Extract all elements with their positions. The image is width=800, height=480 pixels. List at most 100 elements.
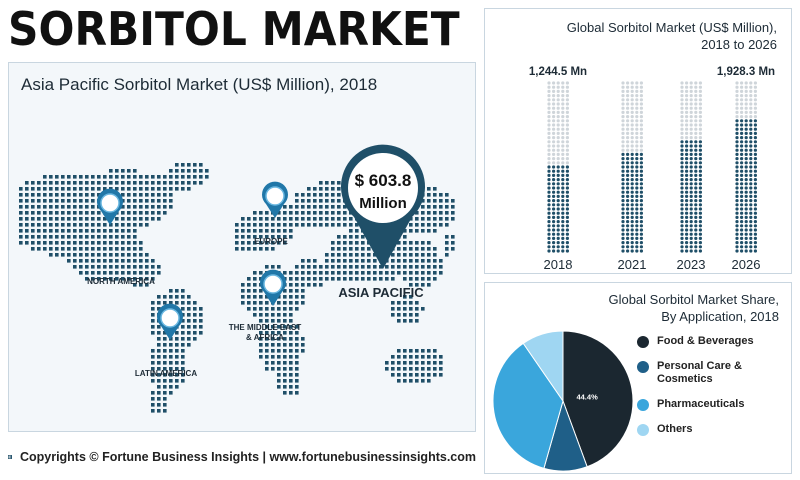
map-dot xyxy=(91,259,95,263)
map-dot xyxy=(115,259,119,263)
map-dot xyxy=(25,223,29,227)
map-dot xyxy=(157,367,161,371)
map-dot xyxy=(247,235,251,239)
map-dot xyxy=(415,373,419,377)
map-dot xyxy=(337,217,341,221)
map-dot xyxy=(175,367,179,371)
map-dot xyxy=(319,265,323,269)
map-dot xyxy=(91,223,95,227)
map-dot xyxy=(433,199,437,203)
map-dot xyxy=(271,361,275,365)
map-dot xyxy=(163,397,167,401)
map-dot xyxy=(253,241,257,245)
map-dot xyxy=(145,199,149,203)
map-dot xyxy=(289,235,293,239)
map-dot xyxy=(43,229,47,233)
map-dot xyxy=(133,193,137,197)
map-dot xyxy=(109,235,113,239)
map-dot xyxy=(415,379,419,383)
map-dot xyxy=(55,241,59,245)
map-dot xyxy=(349,217,353,221)
map-title: Asia Pacific Sorbitol Market (US$ Millio… xyxy=(21,75,378,94)
map-dot xyxy=(31,217,35,221)
map-dot xyxy=(169,187,173,191)
map-dot xyxy=(19,211,23,215)
map-dot xyxy=(427,211,431,215)
map-dot xyxy=(259,229,263,233)
map-dot xyxy=(331,217,335,221)
pie-slice-pharmaceuticals xyxy=(492,342,564,469)
map-dot xyxy=(343,277,347,281)
map-dot xyxy=(139,277,143,281)
map-dot xyxy=(103,223,107,227)
map-dot xyxy=(427,199,431,203)
map-dot xyxy=(121,175,125,179)
map-dot xyxy=(157,373,161,377)
map-dot xyxy=(49,235,53,239)
map-dot xyxy=(397,349,401,353)
map-dot xyxy=(121,205,125,209)
map-dot xyxy=(391,361,395,365)
map-dot xyxy=(79,193,83,197)
map-dot xyxy=(289,337,293,341)
bar-category-label: 2021 xyxy=(618,257,647,272)
map-dot xyxy=(91,175,95,179)
map-dot xyxy=(331,259,335,263)
map-dot xyxy=(283,355,287,359)
map-dot xyxy=(307,283,311,287)
map-dot xyxy=(445,211,449,215)
map-dot xyxy=(139,181,143,185)
map-dot xyxy=(361,277,365,281)
map-dot xyxy=(97,187,101,191)
map-dot xyxy=(115,169,119,173)
map-dot xyxy=(139,283,143,287)
map-dot xyxy=(169,295,173,299)
map-dot xyxy=(175,349,179,353)
legend-swatch xyxy=(637,361,649,373)
map-dot xyxy=(181,373,185,377)
map-dot xyxy=(31,235,35,239)
map-dot xyxy=(121,217,125,221)
map-dot xyxy=(85,175,89,179)
map-dot xyxy=(73,187,77,191)
map-dot xyxy=(271,247,275,251)
map-dot xyxy=(169,199,173,203)
map-dot xyxy=(103,175,107,179)
map-dot xyxy=(283,229,287,233)
legend-swatch xyxy=(637,424,649,436)
map-dot xyxy=(445,193,449,197)
map-dot xyxy=(121,241,125,245)
map-dot xyxy=(127,187,131,191)
map-dot xyxy=(103,229,107,233)
map-dot xyxy=(73,181,77,185)
map-dot xyxy=(127,235,131,239)
map-dot xyxy=(181,367,185,371)
map-dot xyxy=(415,313,419,317)
map-dot xyxy=(385,265,389,269)
map-dot xyxy=(163,403,167,407)
map-dot xyxy=(199,307,203,311)
map-dot xyxy=(277,313,281,317)
map-dot xyxy=(31,247,35,251)
map-dot xyxy=(133,241,137,245)
map-dot xyxy=(97,223,101,227)
map-dot xyxy=(145,223,149,227)
map-dot xyxy=(343,259,347,263)
map-dot xyxy=(91,229,95,233)
bar-data-label: 1,928.3 Mn xyxy=(717,66,775,78)
map-dot xyxy=(163,205,167,209)
map-dot xyxy=(313,199,317,203)
map-dot xyxy=(415,307,419,311)
map-dot xyxy=(115,235,119,239)
map-dot xyxy=(295,193,299,197)
map-dot xyxy=(403,361,407,365)
map-dot xyxy=(433,277,437,281)
map-dot xyxy=(247,229,251,233)
map-dot xyxy=(187,187,191,191)
map-dot xyxy=(127,211,131,215)
map-dot xyxy=(253,235,257,239)
map-dot xyxy=(277,223,281,227)
map-dot xyxy=(277,265,281,269)
map-dot xyxy=(295,337,299,341)
map-dot xyxy=(415,319,419,323)
